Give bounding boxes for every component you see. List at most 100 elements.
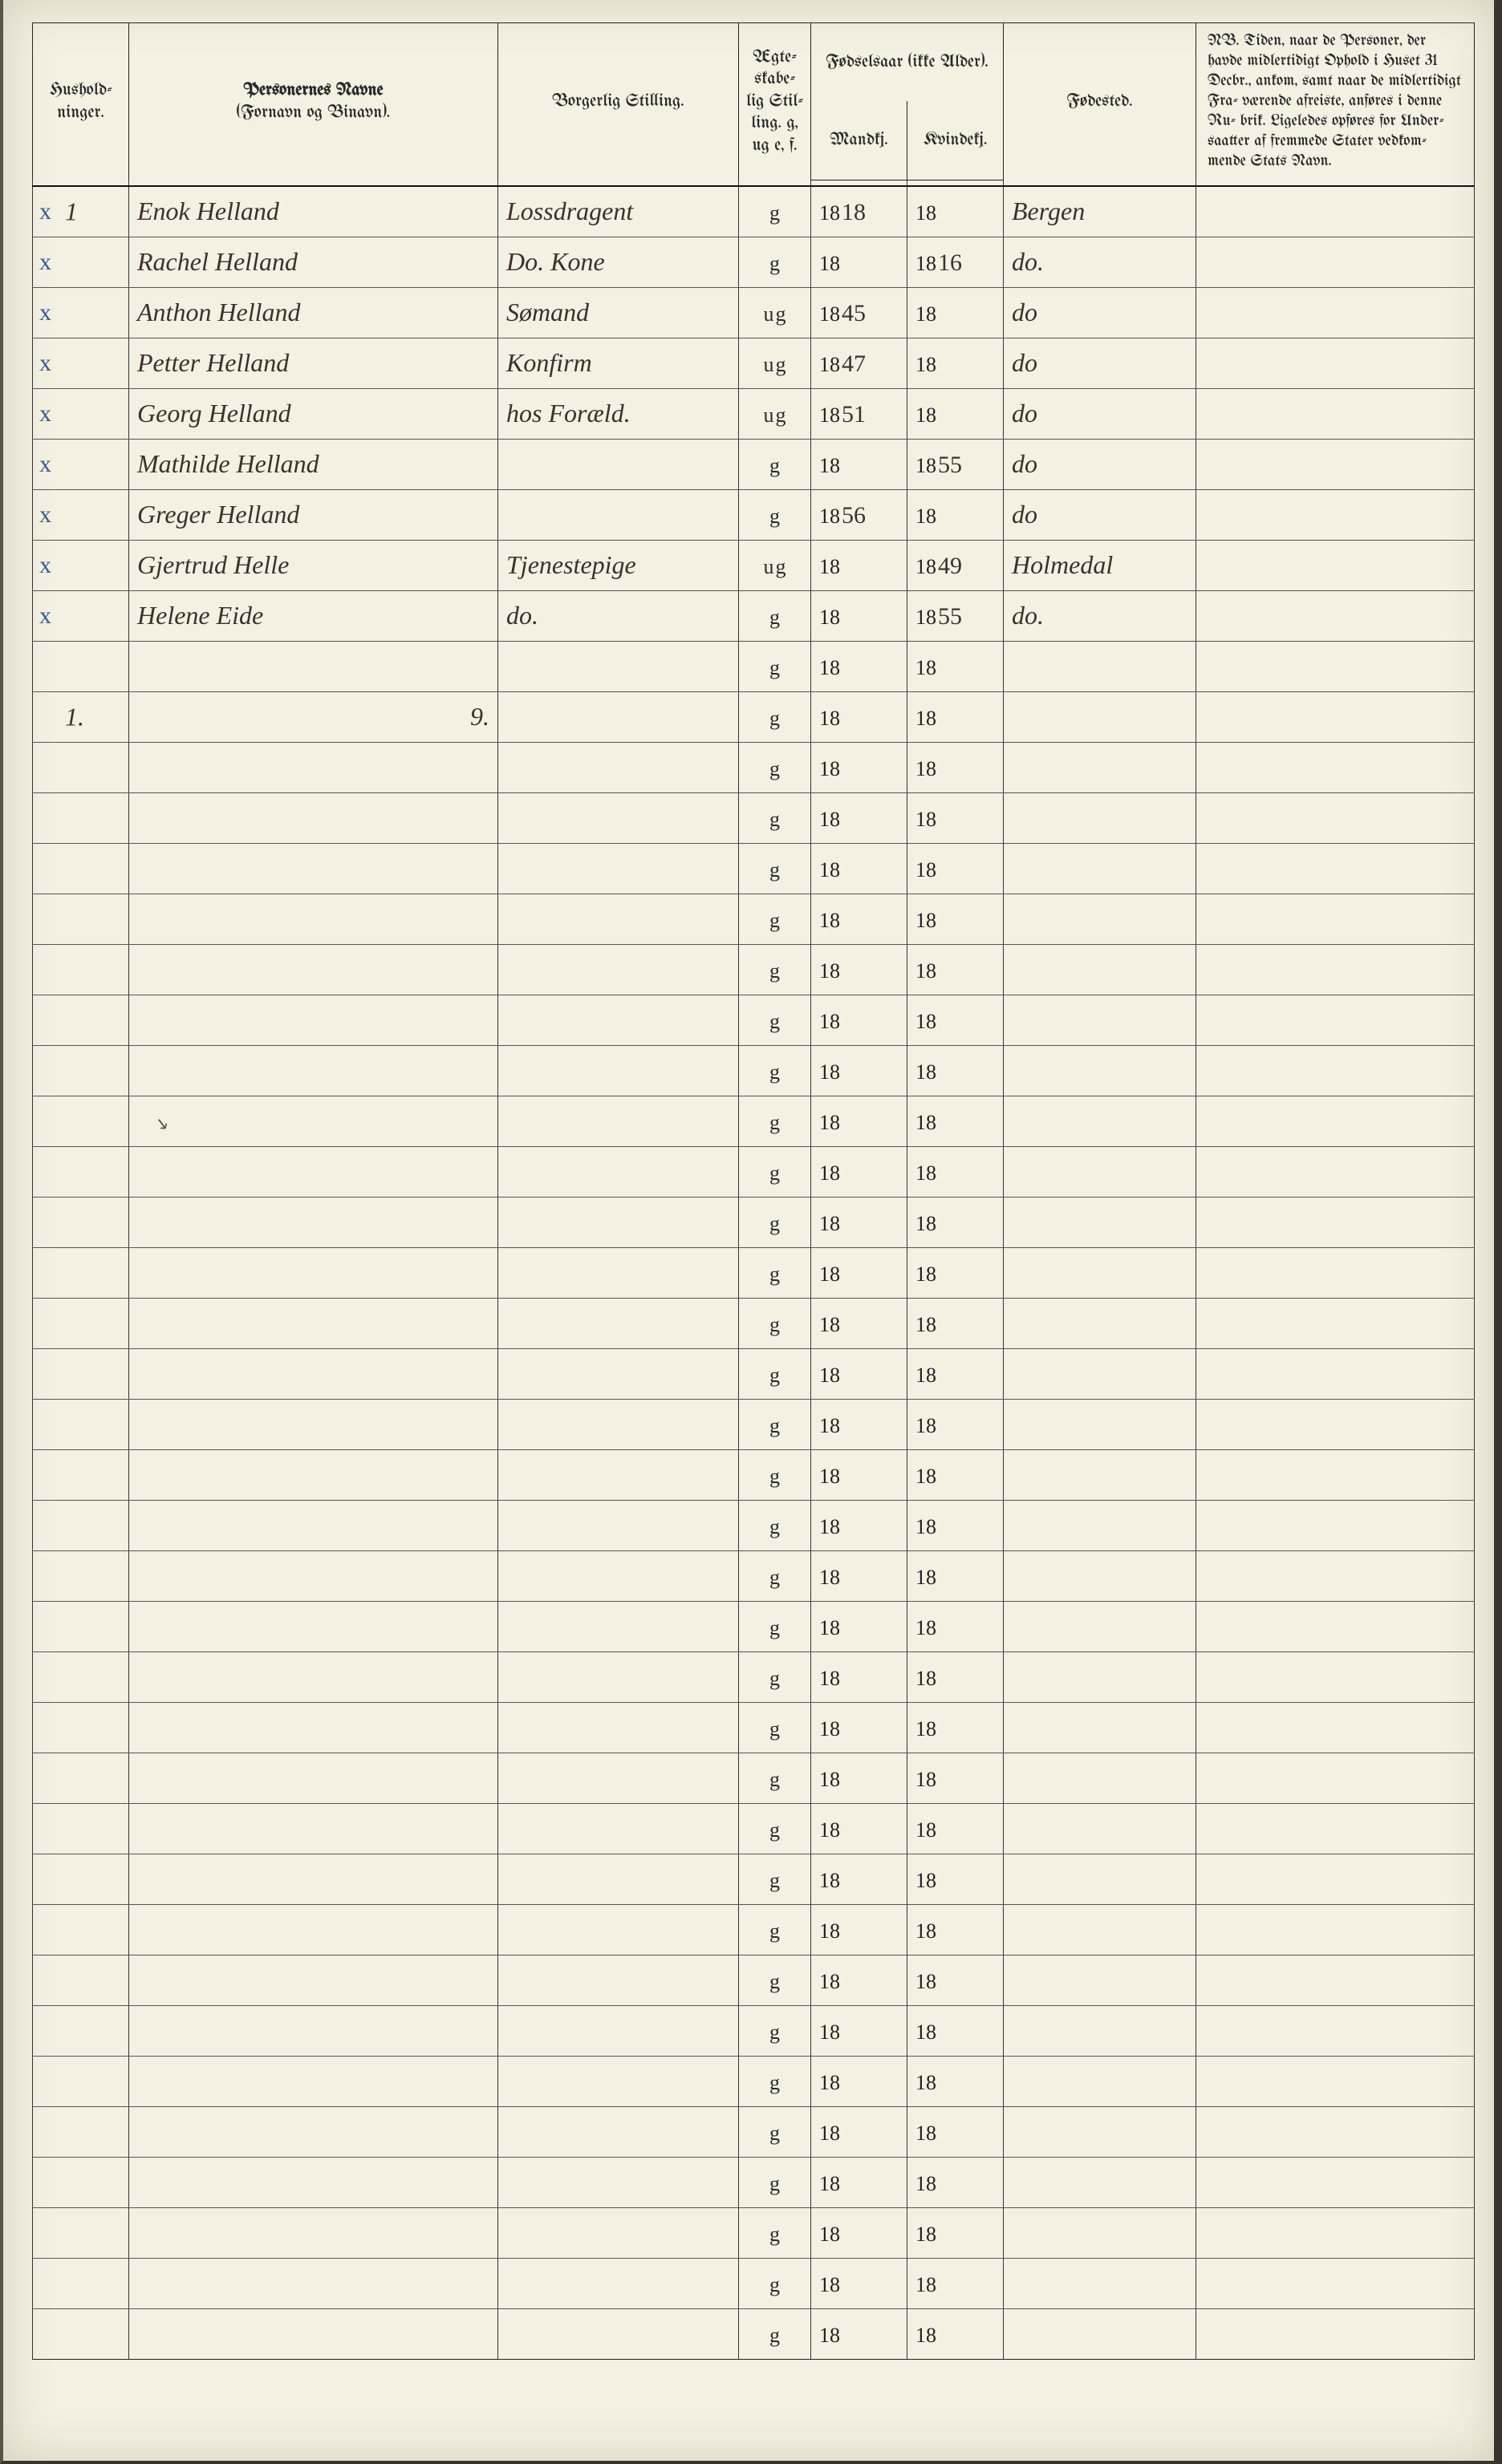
cell-navn: Greger Helland (129, 489, 498, 540)
egt-g: g (776, 555, 786, 578)
cell-stilling (498, 1803, 739, 1854)
cell-fodested: Holmedal (1004, 540, 1196, 590)
year-prefix: 18 (819, 1566, 840, 1589)
cell-fodested (1004, 1854, 1196, 1904)
table-row: xGeorg Hellandhos Foræld.ug185118do (33, 388, 1475, 439)
cell-stilling (498, 1146, 739, 1197)
year-prefix: 18 (915, 656, 936, 679)
year-prefix: 18 (819, 2223, 840, 2246)
cell-fodested (1004, 1348, 1196, 1399)
year-prefix: 18 (819, 959, 840, 983)
cell-navn (129, 1955, 498, 2005)
kvind-year-suffix: 55 (938, 452, 962, 478)
year-prefix: 18 (819, 1161, 840, 1185)
egt-g: g (769, 1212, 780, 1235)
cell-navn (129, 792, 498, 843)
cell-navn (129, 1904, 498, 1955)
cell-navn: 9. (129, 691, 498, 742)
kvind-year-suffix: 55 (938, 603, 962, 630)
cell-navn (129, 995, 498, 1045)
year-prefix: 18 (915, 2273, 936, 2296)
table-row: x1Enok HellandLossdragentg181818Bergen (33, 186, 1475, 237)
year-prefix: 18 (915, 1818, 936, 1842)
summary-hush: 1. (65, 702, 84, 732)
cell-fodested (1004, 2308, 1196, 2359)
cell-nb (1196, 186, 1475, 237)
cell-egteskab: g (739, 641, 811, 691)
table-row: g1818 (33, 1651, 1475, 1702)
cell-kvindekj: 18 (907, 2056, 1004, 2106)
egt-g: g (769, 1161, 780, 1185)
cell-fodested (1004, 1702, 1196, 1753)
cell-egteskab: g (739, 1045, 811, 1096)
navne-sub: (Fornavn og Binavn). (237, 103, 390, 122)
cell-husholdninger (33, 2258, 129, 2308)
cell-stilling: hos Foræld. (498, 388, 739, 439)
col-nb: NB. Tiden, naar de Personer, der havde m… (1196, 23, 1475, 180)
year-prefix: 18 (915, 1465, 936, 1488)
cell-stilling (498, 489, 739, 540)
cell-navn (129, 1550, 498, 1601)
cell-stilling (498, 1399, 739, 1449)
cell-nb (1196, 843, 1475, 894)
cell-kvindekj: 18 (907, 641, 1004, 691)
egt-g: g (769, 606, 780, 629)
cell-kvindekj: 18 (907, 894, 1004, 944)
cell-navn: Gjertrud Helle (129, 540, 498, 590)
cell-mandkj: 18 (811, 237, 907, 287)
cell-mandkj: 18 (811, 1298, 907, 1348)
cell-husholdninger (33, 1550, 129, 1601)
cell-stilling (498, 1096, 739, 1146)
cell-egteskab: g (739, 995, 811, 1045)
cell-mandkj: 18 (811, 2157, 907, 2207)
husholdning-number: 1 (65, 197, 78, 226)
cell-fodested (1004, 2005, 1196, 2056)
cell-egteskab: g (739, 2106, 811, 2157)
cell-husholdninger (33, 1348, 129, 1399)
egt-g: g (776, 302, 786, 326)
cell-fodested: do (1004, 489, 1196, 540)
egt-prefix: u (764, 555, 774, 578)
cell-egteskab: g (739, 590, 811, 641)
year-prefix: 18 (915, 1717, 936, 1741)
cell-kvindekj: 18 (907, 1298, 1004, 1348)
cell-stilling: do. (498, 590, 739, 641)
cell-husholdninger (33, 843, 129, 894)
egt-g: g (769, 2122, 780, 2145)
table-row: g1818 (33, 1904, 1475, 1955)
cell-fodested (1004, 1651, 1196, 1702)
cell-nb (1196, 2258, 1475, 2308)
year-prefix: 18 (915, 454, 936, 477)
table-row: g1818 (33, 1197, 1475, 1247)
cell-mandkj: 18 (811, 691, 907, 742)
cell-stilling (498, 2005, 739, 2056)
cell-kvindekj: 18 (907, 792, 1004, 843)
cell-fodested (1004, 2056, 1196, 2106)
cell-navn (129, 1601, 498, 1651)
cell-fodested (1004, 2157, 1196, 2207)
cell-husholdninger (33, 1753, 129, 1803)
cell-kvindekj: 18 (907, 2005, 1004, 2056)
egt-g: g (769, 757, 780, 780)
cell-stilling (498, 843, 739, 894)
table-row: g1818 (33, 2157, 1475, 2207)
egt-g: g (769, 1616, 780, 1639)
cell-kvindekj: 18 (907, 742, 1004, 792)
year-prefix: 18 (819, 1364, 840, 1387)
cell-egteskab: ug (739, 338, 811, 388)
cell-fodested (1004, 742, 1196, 792)
year-prefix: 18 (819, 2020, 840, 2044)
cell-nb (1196, 1348, 1475, 1399)
cell-stilling (498, 2106, 739, 2157)
table-row: g1818 (33, 1247, 1475, 1298)
table-row: g1818 (33, 1096, 1475, 1146)
cell-mandkj: 18 (811, 2106, 907, 2157)
year-prefix: 18 (819, 1919, 840, 1943)
cell-stilling (498, 1550, 739, 1601)
cell-navn: Anthon Helland (129, 287, 498, 338)
cell-fodested (1004, 1449, 1196, 1500)
cell-kvindekj: 18 (907, 287, 1004, 338)
cell-fodested (1004, 1753, 1196, 1803)
cell-egteskab: g (739, 944, 811, 995)
cell-husholdninger (33, 2157, 129, 2207)
